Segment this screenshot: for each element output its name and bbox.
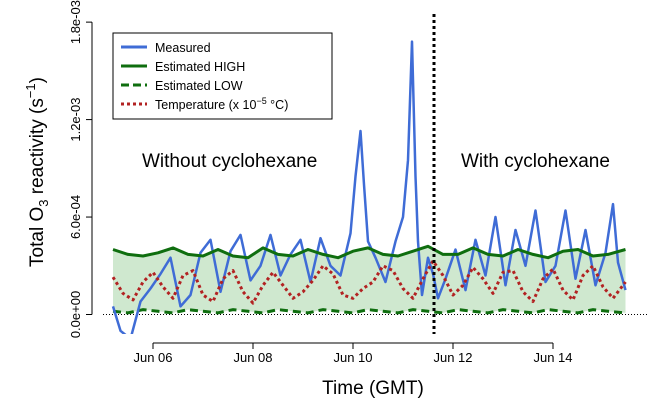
y-tick-label: 1.2e-03 [68,98,83,142]
annotation-with-cyclohexane: With cyclohexane [461,151,610,172]
series-measured [111,40,627,334]
series-estimated-high [112,244,626,260]
axes: 0.0e+00 6.0e-04 1.2e-03 1.8e-03 Jun 06 Jun 08… [68,0,573,365]
annotation-without-cyclohexane: Without cyclohexane [142,151,317,172]
y-axis-title-superscript: −1 [23,83,38,98]
estimated-band-fill [113,246,626,313]
legend-label-temperature: Temperature (x 10−5 °C) [155,96,288,112]
x-tick-label: Jun 08 [233,350,272,365]
legend-label-measured: Measured [155,41,211,55]
x-axis-title: Time (GMT) [322,378,424,399]
y-axis-title-subscript: 3 [36,200,51,207]
series-layer [111,14,627,334]
series-temperature [111,259,627,305]
series-estimated-low [112,308,626,315]
legend-label-temperature-suffix: °C) [267,98,289,112]
x-tick-label: Jun 10 [333,350,372,365]
y-axis-title: Total O3 reactivity (s−1) [23,77,51,267]
estimated-band [113,246,626,313]
y-tick-label: 6.0e-04 [68,195,83,239]
x-tick-label: Jun 12 [433,350,472,365]
y-axis-title-prefix: Total O [27,207,48,267]
legend-label-estimated-low: Estimated LOW [155,79,243,93]
legend-label-estimated-high: Estimated HIGH [155,60,245,74]
legend-label-temperature-prefix: Temperature (x 10 [155,98,256,112]
y-tick-label: 1.8e-03 [68,0,83,44]
y-axis-title-suffix: ) [27,77,48,83]
y-tick-label: 0.0e+00 [68,291,83,338]
x-tick-label: Jun 14 [533,350,572,365]
legend: Measured Estimated HIGH Estimated LOW Te… [112,32,333,120]
legend-box [112,32,333,120]
legend-label-temperature-superscript: −5 [256,96,266,106]
x-tick-label: Jun 06 [133,350,172,365]
y-axis-title-middle: reactivity (s [27,98,48,199]
